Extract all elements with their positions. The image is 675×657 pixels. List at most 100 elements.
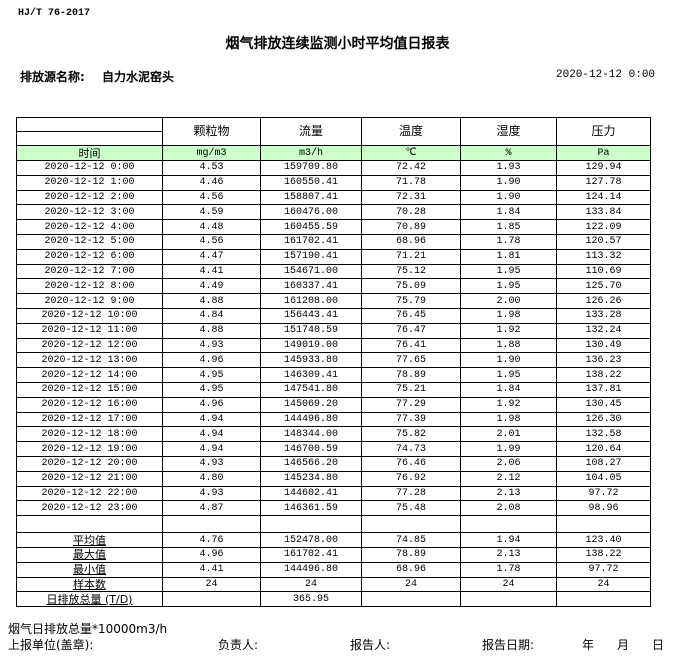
value-cell: 160337.41	[260, 278, 362, 295]
value-cell: 145234.80	[260, 470, 362, 487]
value-cell: 137.81	[556, 381, 651, 398]
time-cell: 2020-12-12 22:00	[16, 485, 163, 502]
value-cell: 1.85	[460, 219, 557, 235]
value-cell: 1.84	[460, 204, 557, 221]
stat-value: 78.89	[361, 546, 461, 563]
value-cell: 4.41	[162, 263, 261, 280]
stat-value: 24	[361, 576, 461, 593]
stat-label: 最小值	[16, 561, 163, 578]
stat-value: 4.76	[162, 532, 261, 548]
table-row: 2020-12-12 1:00 4.46 160550.41 71.78 1.90 127…	[16, 174, 651, 191]
day-label: 日	[652, 638, 665, 652]
value-cell: 113.32	[556, 248, 651, 265]
value-cell: 146700.59	[260, 441, 362, 457]
value-cell: 75.82	[361, 426, 461, 443]
year-label: 年	[582, 638, 595, 652]
value-cell: 147541.80	[260, 381, 362, 398]
column-header: 流量	[260, 117, 362, 146]
value-cell: 70.89	[361, 219, 461, 235]
value-cell: 76.41	[361, 337, 461, 354]
time-cell: 2020-12-12 7:00	[16, 263, 163, 280]
blank-cell	[556, 515, 651, 534]
value-cell: 130.45	[556, 396, 651, 413]
value-cell: 136.23	[556, 352, 651, 369]
value-cell: 144602.41	[260, 485, 362, 502]
value-cell: 76.47	[361, 322, 461, 339]
value-cell: 71.21	[361, 248, 461, 265]
stats-row: 样本数 24 24 24 24 24	[16, 576, 651, 593]
value-cell: 4.95	[162, 381, 261, 398]
time-cell: 2020-12-12 21:00	[16, 470, 163, 487]
value-cell: 2.00	[460, 293, 557, 309]
value-cell: 159709.80	[260, 160, 362, 176]
value-cell: 78.89	[361, 367, 461, 383]
time-cell: 2020-12-12 6:00	[16, 248, 163, 265]
time-cell: 2020-12-12 23:00	[16, 500, 163, 517]
footer-note: 烟气日排放总量*10000m3/h	[8, 622, 168, 636]
column-header: 压力	[556, 117, 651, 146]
time-header: 时间	[16, 145, 163, 161]
value-cell: 77.65	[361, 352, 461, 369]
reporter-label: 报告人:	[350, 638, 391, 652]
table-row: 2020-12-12 13:00 4.96 145933.80 77.65 1.90 13…	[16, 352, 651, 369]
value-cell: 2.12	[460, 470, 557, 487]
value-cell: 120.57	[556, 233, 651, 250]
value-cell: 1.81	[460, 248, 557, 265]
table-row: 2020-12-12 22:00 4.93 144602.41 77.28 2.13 97…	[16, 485, 651, 502]
value-cell: 4.93	[162, 485, 261, 502]
table-row: 2020-12-12 18:00 4.94 148344.00 75.82 2.01 13…	[16, 426, 651, 443]
stat-value: 365.95	[260, 591, 362, 608]
value-cell: 104.05	[556, 470, 651, 487]
source-value: 自力水泥窑头	[102, 70, 175, 84]
time-cell: 2020-12-12 2:00	[16, 189, 163, 206]
time-cell: 2020-12-12 16:00	[16, 396, 163, 413]
table-row: 2020-12-12 5:00 4.56 161702.41 68.96 1.78 120…	[16, 233, 651, 250]
value-cell: 144496.80	[260, 411, 362, 428]
time-cell: 2020-12-12 1:00	[16, 174, 163, 191]
stat-value: 123.40	[556, 532, 651, 548]
value-cell: 160455.59	[260, 219, 362, 235]
stat-label: 平均值	[16, 532, 163, 548]
stat-value: 4.96	[162, 546, 261, 563]
value-cell: 129.94	[556, 160, 651, 176]
time-cell: 2020-12-12 14:00	[16, 367, 163, 383]
value-cell: 149019.00	[260, 337, 362, 354]
stat-value: 2.13	[460, 546, 557, 563]
stat-value: 24	[162, 576, 261, 593]
blank-row	[16, 515, 651, 534]
table-row: 2020-12-12 12:00 4.93 149019.00 76.41 1.88 13…	[16, 337, 651, 354]
value-cell: 156443.41	[260, 307, 362, 324]
value-cell: 1.92	[460, 322, 557, 339]
value-cell: 133.28	[556, 307, 651, 324]
value-cell: 1.90	[460, 189, 557, 206]
value-cell: 146309.41	[260, 367, 362, 383]
value-cell: 2.06	[460, 455, 557, 472]
table-row: 2020-12-12 15:00 4.95 147541.80 75.21 1.84 13…	[16, 381, 651, 398]
value-cell: 1.90	[460, 352, 557, 369]
stat-value: 24	[260, 576, 362, 593]
value-cell: 132.24	[556, 322, 651, 339]
month-label: 月	[617, 638, 630, 652]
time-cell: 2020-12-12 15:00	[16, 381, 163, 398]
unit-cell: ℃	[361, 145, 461, 161]
column-header: 颗粒物	[162, 117, 261, 146]
blank-cell	[162, 515, 261, 534]
value-cell: 4.94	[162, 426, 261, 443]
value-cell: 2.13	[460, 485, 557, 502]
source-label: 排放源名称:	[20, 70, 85, 84]
table-row: 2020-12-12 23:00 4.87 146361.59 75.48 2.08 98…	[16, 500, 651, 517]
report-date-label: 报告日期:	[482, 638, 535, 652]
value-cell: 126.30	[556, 411, 651, 428]
value-cell: 4.80	[162, 470, 261, 487]
value-cell: 2.08	[460, 500, 557, 517]
value-cell: 154671.00	[260, 263, 362, 280]
stat-value: 1.94	[460, 532, 557, 548]
table-row: 2020-12-12 21:00 4.80 145234.80 76.92 2.12 10…	[16, 470, 651, 487]
value-cell: 126.26	[556, 293, 651, 309]
time-cell: 2020-12-12 8:00	[16, 278, 163, 295]
value-cell: 148344.00	[260, 426, 362, 443]
value-cell: 4.56	[162, 189, 261, 206]
value-cell: 4.84	[162, 307, 261, 324]
time-cell: 2020-12-12 10:00	[16, 307, 163, 324]
